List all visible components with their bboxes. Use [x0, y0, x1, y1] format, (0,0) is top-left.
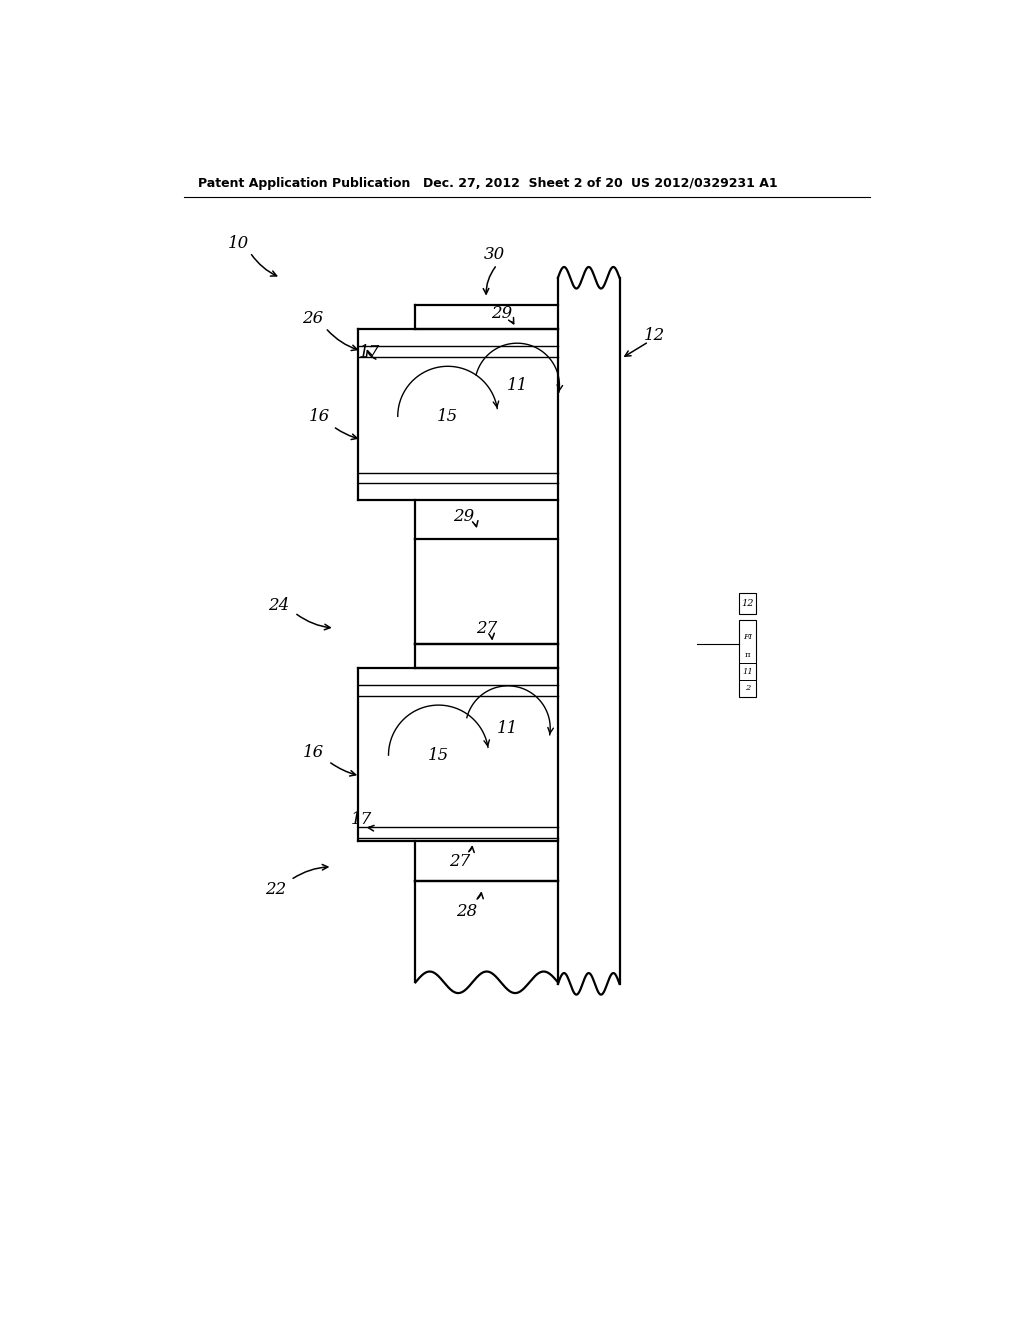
- Text: 24: 24: [267, 597, 289, 614]
- Text: 27: 27: [476, 619, 497, 636]
- Text: 15: 15: [428, 747, 450, 764]
- Text: 12: 12: [643, 327, 665, 345]
- Text: 15: 15: [437, 408, 459, 425]
- Text: 11: 11: [498, 719, 518, 737]
- Text: 11: 11: [507, 378, 527, 395]
- Text: 2: 2: [744, 684, 750, 692]
- Text: π: π: [744, 651, 750, 659]
- Bar: [739, 620, 756, 697]
- Text: 10: 10: [227, 235, 249, 252]
- Text: 11: 11: [742, 668, 753, 676]
- Text: Patent Application Publication: Patent Application Publication: [199, 177, 411, 190]
- Text: 29: 29: [492, 305, 512, 322]
- Text: Dec. 27, 2012  Sheet 2 of 20: Dec. 27, 2012 Sheet 2 of 20: [423, 177, 623, 190]
- Text: 30: 30: [484, 246, 506, 263]
- Text: 17: 17: [351, 810, 372, 828]
- Text: 17: 17: [358, 345, 380, 360]
- Text: 27: 27: [450, 853, 471, 870]
- Text: 26: 26: [302, 310, 324, 327]
- Text: 22: 22: [264, 882, 286, 899]
- Text: US 2012/0329231 A1: US 2012/0329231 A1: [631, 177, 777, 190]
- Text: 28: 28: [457, 903, 477, 920]
- Bar: [739, 593, 756, 614]
- Text: FI: FI: [742, 634, 752, 642]
- Text: 29: 29: [453, 508, 474, 525]
- Text: 16: 16: [302, 744, 324, 762]
- Text: 16: 16: [308, 408, 330, 425]
- Text: 12: 12: [741, 599, 754, 609]
